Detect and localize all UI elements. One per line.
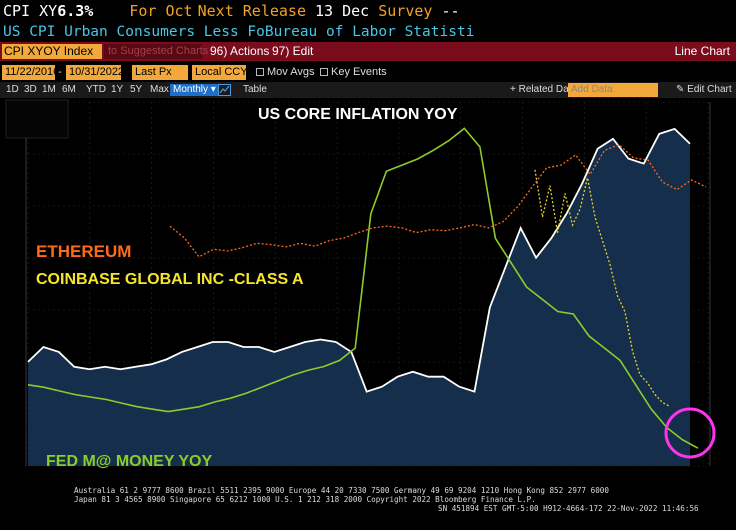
period-tabs: 1D 3D 1M 6M YTD 1Y 5Y Max Monthly ▾ Tabl…: [0, 82, 736, 98]
start-date-field[interactable]: 11/22/2016: [2, 65, 59, 80]
fed-money-line: [27, 127, 699, 449]
checkbox-icon: [256, 68, 264, 76]
suggested-charts-field[interactable]: to Suggested Charts: [104, 44, 208, 59]
ticker-label: CPI XY: [3, 2, 58, 20]
coinbase-line: [534, 169, 671, 407]
annotation-coinbase: COINBASE GLOBAL INC -CLASS A: [36, 271, 304, 288]
toolbar: CPI XYOY Index to Suggested Charts 96) A…: [0, 42, 736, 61]
survey-label: Survey: [378, 2, 433, 20]
add-data-input[interactable]: Add Data: [568, 83, 658, 97]
pencil-icon: ✎: [676, 84, 685, 95]
security-field[interactable]: CPI XYOY Index: [2, 44, 102, 59]
ethereum-line: [169, 144, 707, 258]
tab-3d[interactable]: 3D: [24, 84, 37, 95]
mov-avgs-toggle[interactable]: Mov Avgs: [256, 65, 315, 80]
chart-plots: [27, 127, 716, 466]
edit-chart-label: Edit Chart: [687, 84, 732, 95]
tab-6m[interactable]: 6M: [62, 84, 76, 95]
date-separator: -: [58, 66, 62, 78]
tab-monthly[interactable]: Monthly ▾: [170, 84, 219, 96]
highlight-circle: [664, 407, 716, 459]
annotation-ethereum: ETHEREUM: [36, 242, 132, 261]
source-text: Bureau of Labor Statisti: [264, 24, 475, 40]
controls-row: 11/22/2016 - 10/31/2022 Last Px Local CC…: [0, 64, 736, 81]
line-chart: [0, 98, 736, 482]
table-button[interactable]: Table: [243, 84, 267, 95]
tab-max[interactable]: Max: [150, 84, 169, 95]
tab-1d[interactable]: 1D: [6, 84, 19, 95]
core-inflation-line: [27, 127, 691, 393]
next-release-date: 13 Dec: [315, 2, 370, 20]
footer-contacts-1: Australia 61 2 9777 8600 Brazil 5511 239…: [74, 486, 609, 495]
actions-menu[interactable]: 96) Actions: [210, 44, 270, 58]
for-period-label: For Oct: [129, 2, 193, 20]
edit-chart-button[interactable]: ✎ Edit Chart: [676, 83, 732, 97]
key-events-label: Key Events: [331, 66, 387, 78]
survey-value: --: [441, 2, 460, 20]
currency-field[interactable]: Local CCY: [192, 65, 248, 80]
annotation-core-inflation: US CORE INFLATION YOY: [258, 106, 458, 123]
end-date-field[interactable]: 10/31/2022: [66, 65, 124, 80]
annotation-fed-money: FED M@ MONEY YOY: [46, 453, 213, 470]
security-description: US CPI Urban Consumers Less FoBureau of …: [0, 22, 736, 42]
plus-icon: +: [510, 84, 516, 95]
line-chart-icon[interactable]: [218, 84, 231, 96]
monthly-label: Monthly: [173, 84, 209, 95]
legend-box: [5, 99, 69, 139]
last-value: 6.3%: [57, 2, 94, 20]
chart-type-title: Line Chart: [674, 44, 730, 58]
key-events-toggle[interactable]: Key Events: [320, 65, 387, 80]
footer-contacts-2: Japan 81 3 4565 8900 Singapore 65 6212 1…: [74, 495, 536, 504]
tab-1y[interactable]: 1Y: [111, 84, 124, 95]
chart-area[interactable]: US CORE INFLATION YOY ETHEREUM COINBASE …: [0, 98, 736, 482]
description-text: US CPI Urban Consumers Less Fo: [3, 24, 265, 40]
related-data-label: Related Dat: [518, 84, 572, 95]
footer-session: SN 451894 EST GMT-5:00 H912-4664-172 22-…: [438, 504, 699, 513]
related-data-button[interactable]: + Related Dat: [510, 83, 571, 97]
edit-menu[interactable]: 97) Edit: [272, 44, 314, 58]
mov-avgs-label: Mov Avgs: [267, 66, 315, 78]
chevron-down-icon: ▾: [210, 84, 216, 95]
security-header: CPI XY6.3% For Oct Next Release 13 Dec S…: [0, 0, 736, 22]
next-release-label: Next Release: [197, 2, 306, 20]
price-field[interactable]: Last Px: [132, 65, 188, 80]
footer: Australia 61 2 9777 8600 Brazil 5511 239…: [0, 486, 736, 530]
tab-ytd[interactable]: YTD: [86, 84, 106, 95]
checkbox-icon: [320, 68, 328, 76]
tab-5y[interactable]: 5Y: [130, 84, 143, 95]
core-inflation-area: [28, 128, 690, 466]
tab-1m[interactable]: 1M: [42, 84, 56, 95]
